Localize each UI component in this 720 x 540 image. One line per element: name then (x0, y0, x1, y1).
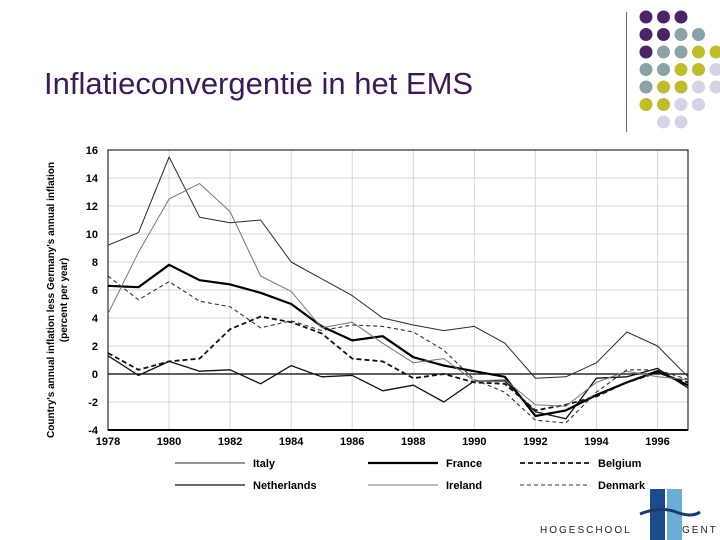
x-tick-label: 1980 (157, 436, 181, 448)
decor-dot (657, 28, 670, 41)
y-tick-label: 0 (92, 369, 98, 381)
decor-dot (692, 45, 705, 59)
logo-text-gent: GENT (682, 525, 718, 536)
decor-dot (692, 80, 705, 94)
x-tick-label: 1982 (218, 436, 242, 448)
decor-dot (709, 63, 720, 76)
y-tick-label: 6 (92, 285, 98, 297)
y-tick-labels: -4 -2 0 2 4 6 8 10 12 14 16 (86, 145, 99, 437)
decor-dot (674, 98, 688, 111)
legend-label-netherlands: Netherlands (253, 480, 317, 492)
decor-dot (657, 45, 670, 59)
legend-label-france: France (446, 458, 482, 470)
x-tick-label: 1984 (279, 436, 304, 448)
logo-text-hogeschool: HOGESCHOOL (540, 525, 632, 536)
legend-label-belgium: Belgium (598, 458, 642, 470)
legend-label-ireland: Ireland (446, 480, 482, 492)
decor-dot (709, 45, 720, 59)
series-line-netherlands (107, 355, 689, 420)
decor-dot (639, 10, 653, 24)
decor-dot (692, 28, 705, 41)
y-tick-label: 10 (86, 229, 98, 241)
decor-dot (657, 63, 670, 76)
series-line-denmark (107, 275, 689, 424)
x-tick-label: 1986 (340, 436, 364, 448)
y-axis-label: Country's annual inflation less Germany'… (46, 162, 70, 438)
x-tick-label: 1996 (645, 436, 669, 448)
x-tick-label: 1992 (523, 436, 547, 448)
x-tick-label: 1994 (584, 436, 609, 448)
decor-dot (639, 45, 653, 59)
y-tick-label: -4 (88, 425, 99, 437)
y-tick-label: 2 (92, 341, 98, 353)
y-tick-label: 4 (92, 313, 99, 325)
decor-dot (639, 80, 653, 94)
decor-dot (657, 115, 670, 129)
chart-legend: Italy France Belgium Netherlands Ireland Denm… (175, 458, 646, 492)
y-tick-label: 14 (86, 173, 99, 185)
decor-dot (674, 10, 688, 24)
decor-dot (692, 63, 705, 76)
decor-dot (709, 80, 720, 94)
decor-dot (657, 98, 670, 111)
decor-dot (674, 63, 688, 76)
decor-dot (674, 45, 688, 59)
chart-axes (107, 149, 689, 431)
decor-dot (692, 98, 705, 111)
y-tick-label: 8 (92, 257, 98, 269)
title-divider (626, 12, 627, 132)
decor-dot (657, 10, 670, 24)
x-tick-label: 1978 (96, 436, 120, 448)
decor-dot (657, 80, 670, 94)
decor-dot (674, 80, 688, 94)
decor-dot (674, 28, 688, 41)
decor-dot (639, 98, 653, 111)
x-tick-labels: 1978 1980 1982 1984 1986 1988 1990 1992 1994 1996 (96, 436, 670, 448)
y-tick-label: 12 (86, 201, 98, 213)
series-lines (107, 156, 689, 424)
series-line-italy (107, 156, 689, 379)
decor-dot (639, 28, 653, 41)
logo-mark-icon (639, 489, 701, 540)
legend-label-denmark: Denmark (598, 480, 646, 492)
decor-dot (674, 115, 688, 129)
x-tick-label: 1988 (401, 436, 425, 448)
legend-label-italy: Italy (253, 458, 276, 470)
y-tick-label: 16 (86, 145, 98, 157)
y-tick-label: -2 (88, 397, 98, 409)
decor-dot (639, 63, 653, 76)
slide-title: Inflatieconvergentie in het EMS (44, 66, 474, 101)
x-tick-label: 1990 (462, 436, 486, 448)
series-line-ireland (107, 183, 689, 407)
